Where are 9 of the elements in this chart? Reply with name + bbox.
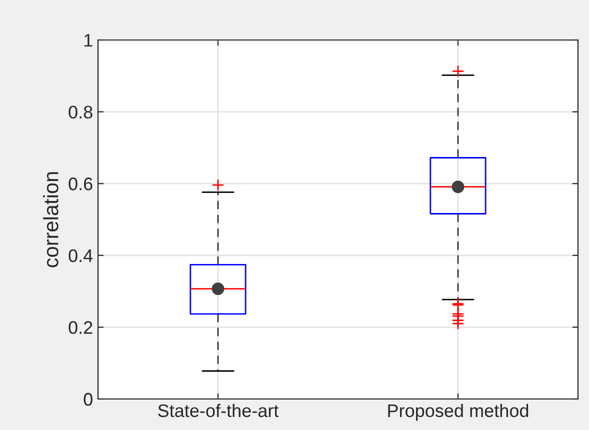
y-tick-label: 0.8 xyxy=(68,106,92,119)
y-axis-title: correlation xyxy=(43,172,58,268)
y-tick-label: 0.6 xyxy=(68,178,92,190)
x-tick-label: State-of-the-art xyxy=(158,404,279,418)
y-tick-label: 1 xyxy=(84,34,92,47)
y-tick-label: 0 xyxy=(84,392,92,406)
x-tick-label: Proposed method xyxy=(388,404,528,421)
y-tick-label: 0.2 xyxy=(68,321,92,334)
y-tick-label: 0.4 xyxy=(68,249,93,262)
